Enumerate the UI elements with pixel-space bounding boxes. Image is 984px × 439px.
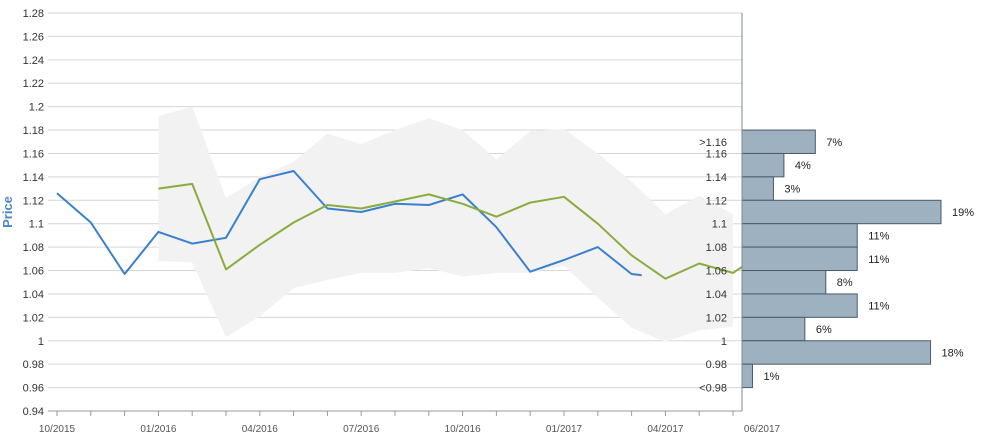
x-tick-label: 10/2016: [445, 424, 482, 435]
distribution-tick-label: 1.16: [706, 148, 727, 160]
axes: 0.94 0.96 0.98 1 1.02 1.04 1.06 1.08 1.1 1.12 1.14…: [23, 8, 781, 435]
distribution-tick-label: 1.02: [706, 312, 727, 324]
y-axis-label: Price: [0, 196, 15, 228]
distribution-bar: [741, 270, 827, 295]
y-tick-label: 1.18: [23, 125, 44, 137]
distribution-bar: [741, 176, 774, 201]
series-line-1: [56, 170, 642, 277]
y-tick-label: 0.96: [23, 383, 44, 395]
distribution-bar-label: 11%: [868, 230, 889, 242]
y-tick-label: 1.2: [29, 102, 44, 114]
distribution-bar-label: 19%: [952, 207, 974, 219]
distribution-bar-label: 1%: [763, 371, 779, 383]
distribution-tick-label: 1.06: [706, 266, 727, 278]
distribution-tick-label: 1: [721, 336, 727, 348]
x-tick-label: 10/2015: [39, 424, 76, 435]
y-tick-label: 0.98: [23, 359, 44, 371]
distribution-tick-label: 1.14: [706, 172, 727, 184]
distribution-tick-label: 1.12: [706, 195, 727, 207]
y-tick-label: 1.08: [23, 242, 44, 254]
forecast-band: [158, 106, 733, 342]
y-tick-label: 1.02: [23, 312, 44, 324]
y-tick-label: 1.16: [23, 148, 44, 160]
distribution-bar: [741, 316, 806, 342]
x-tick-label: 04/2016: [242, 424, 279, 435]
series-lines: [56, 170, 750, 280]
y-tick-label: 1.26: [23, 31, 44, 43]
x-tick-label: 06/2017: [744, 424, 781, 435]
y-tick-label: 1.28: [23, 8, 44, 20]
x-tick-label: 01/2016: [140, 424, 177, 435]
distribution-bar-label: 18%: [942, 347, 964, 359]
distribution-bar: [741, 246, 858, 272]
distribution-tick-label: 1.1: [712, 219, 727, 231]
distribution-bar-label: 7%: [826, 137, 842, 149]
distribution-tick-label: <0.98: [699, 383, 727, 395]
distribution-tick-label: 1.08: [706, 242, 727, 254]
distribution-bar-label: 6%: [816, 324, 832, 336]
distribution-tick-label: 0.98: [706, 359, 727, 371]
series-line-2: [158, 182, 750, 280]
distribution-bar-label: 8%: [837, 277, 853, 289]
y-tick-label: 1.1: [29, 219, 44, 231]
distribution-tick-label: >1.16: [699, 137, 727, 149]
distribution-bar: [741, 363, 753, 389]
y-tick-label: 1.14: [23, 172, 44, 184]
distribution-bar-label: 11%: [868, 301, 889, 313]
distribution-bar: [741, 340, 932, 365]
y-tick-label: 1: [38, 336, 44, 348]
distribution-bar: [741, 129, 816, 154]
distribution-bar-label: 4%: [795, 160, 811, 172]
distribution-bar: [741, 223, 858, 248]
distribution-tick-label: 1.04: [706, 289, 727, 301]
distribution-bar: [741, 152, 785, 178]
y-tick-label: 1.06: [23, 266, 44, 278]
price-distribution: 7% 4% 3% 19% 11% 11% 8% 11% 6% 18% 1% >1.161.16 1.14…: [699, 129, 974, 395]
y-tick-label: 1.12: [23, 195, 44, 207]
distribution-bar-label: 3%: [784, 184, 800, 196]
forecast-band-area: [158, 106, 733, 342]
x-tick-label: 01/2017: [546, 424, 583, 435]
x-tick-label: 04/2017: [647, 424, 684, 435]
y-tick-label: 1.24: [23, 55, 44, 67]
x-tick-label: 07/2016: [343, 424, 380, 435]
y-tick-label: 0.94: [23, 406, 44, 418]
distribution-bar: [741, 293, 858, 318]
distribution-bar-label: 11%: [868, 254, 889, 266]
y-tick-label: 1.22: [23, 78, 44, 90]
y-tick-label: 1.04: [23, 289, 44, 301]
distribution-bar: [741, 199, 942, 225]
